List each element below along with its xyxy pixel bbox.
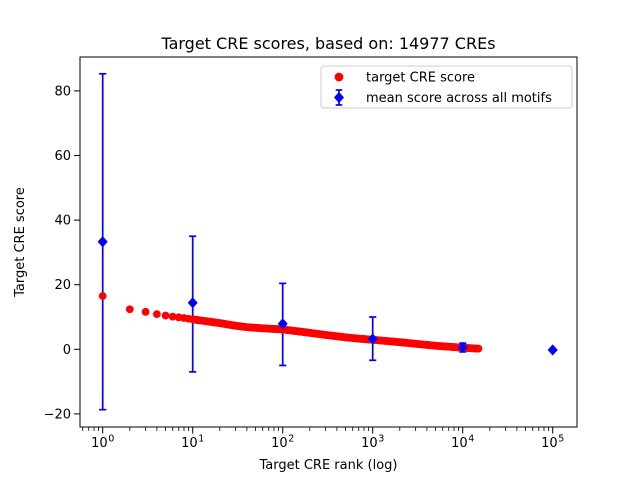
x-axis-label: Target CRE rank (log) xyxy=(259,458,398,473)
legend-red-circle-icon xyxy=(334,72,344,82)
y-tick-label: 0 xyxy=(63,343,71,358)
target-score-dot xyxy=(152,310,161,318)
y-tick-label: 60 xyxy=(54,149,71,164)
mean-score-diamond xyxy=(97,236,108,248)
target-score-dot xyxy=(168,312,177,321)
x-minor-ticks xyxy=(82,427,549,431)
target-score-dot xyxy=(98,292,107,300)
target-score-dot xyxy=(125,305,134,314)
mean-score-diamond xyxy=(547,344,558,356)
legend-blue-diamond-errorbar-icon xyxy=(334,89,344,106)
y-tick-label: 40 xyxy=(54,214,71,229)
mean-diamonds-layer xyxy=(97,236,558,356)
legend: target CRE score mean score across all m… xyxy=(320,65,573,109)
y-axis-label: Target CRE score xyxy=(13,187,28,298)
y-tick-label: 20 xyxy=(54,278,71,293)
chart-title: Target CRE scores, based on: 14977 CREs xyxy=(160,34,495,53)
target-score-dot xyxy=(141,307,150,316)
target-score-dot xyxy=(474,344,483,353)
mean-score-diamond xyxy=(367,333,378,345)
mean-score-diamond xyxy=(457,341,468,353)
plot-frame xyxy=(79,56,578,428)
y-tick-label: 80 xyxy=(54,84,71,99)
target-score-dot xyxy=(161,311,170,320)
legend-label-mean-score: mean score across all motifs xyxy=(366,91,552,106)
y-ticks xyxy=(74,90,80,415)
mean-score-diamond xyxy=(187,297,198,309)
legend-box xyxy=(320,65,573,109)
legend-label-target-score: target CRE score xyxy=(366,71,475,86)
y-tick-labels: −20 0 20 40 60 80 xyxy=(44,84,71,422)
mean-score-diamond xyxy=(277,318,288,330)
x-major-ticks xyxy=(102,427,554,434)
y-tick-label: −20 xyxy=(44,407,71,422)
